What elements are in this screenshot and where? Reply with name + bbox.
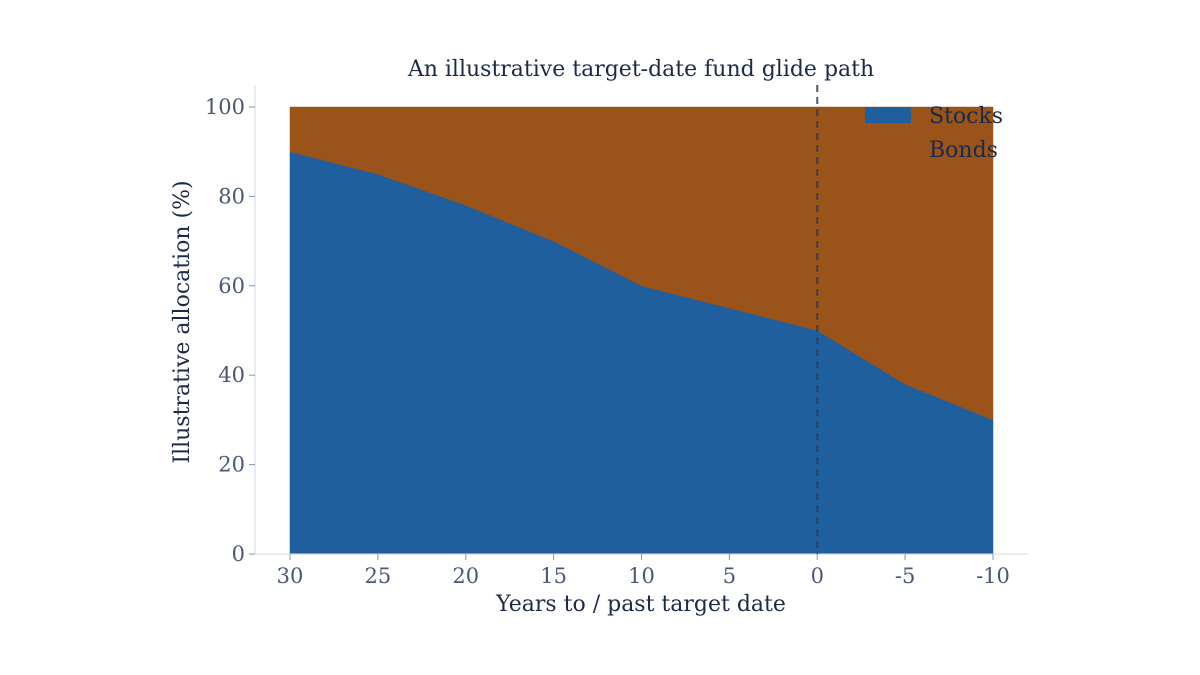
tick-layer: 30 25 20 15 10 5 0 -5 -10 0 20 40 60 80 100	[205, 95, 1010, 588]
x-tick-label: 30	[277, 564, 304, 588]
x-tick-label: -10	[976, 564, 1010, 588]
legend-swatch-bonds	[865, 141, 911, 157]
y-tick-label: 20	[218, 453, 245, 477]
x-tick-label: 5	[723, 564, 736, 588]
y-tick-label: 80	[218, 184, 245, 208]
x-tick-label: 10	[628, 564, 655, 588]
legend: Stocks Bonds	[865, 104, 1003, 163]
legend-swatch-stocks	[865, 107, 911, 123]
x-tick-label: 15	[540, 564, 567, 588]
x-axis-label: Years to / past target date	[495, 592, 786, 617]
area-layer	[289, 106, 994, 555]
x-tick-label: 0	[811, 564, 824, 588]
x-tick-label: -5	[895, 564, 915, 588]
legend-label-bonds: Bonds	[929, 138, 998, 163]
x-tick-label: 25	[365, 564, 392, 588]
x-tick-label: 20	[452, 564, 479, 588]
chart-title: An illustrative target-date fund glide p…	[407, 57, 874, 82]
y-axis-label: Illustrative allocation (%)	[170, 180, 195, 463]
legend-label-stocks: Stocks	[929, 104, 1003, 129]
y-tick-label: 0	[232, 542, 245, 566]
y-tick-label: 60	[218, 274, 245, 298]
y-tick-label: 100	[205, 95, 245, 119]
y-tick-label: 40	[218, 363, 245, 387]
